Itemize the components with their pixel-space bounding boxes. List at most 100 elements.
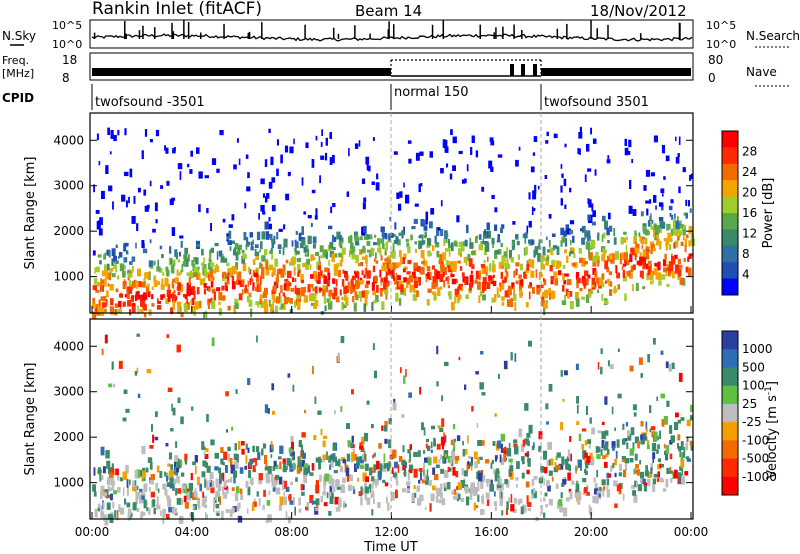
echo-cell [653,135,658,143]
echo-cell [480,509,485,515]
echo-cell [145,467,149,473]
echo-cell [604,260,609,270]
echo-cell [361,441,364,447]
echo-cell [601,234,604,242]
echo-cell [436,490,441,496]
echo-cell [443,470,449,478]
echo-cell [622,276,627,282]
echo-cell [323,435,328,439]
echo-cell [479,234,482,240]
echo-cell [311,159,315,168]
echo-cell [570,453,572,462]
echo-cell [196,273,200,280]
echo-cell [639,235,642,242]
echo-cell [360,249,364,254]
echo-cell [470,270,473,275]
echo-cell [639,460,642,465]
echo-cell [213,291,216,301]
echo-cell [626,259,630,266]
echo-cell [366,258,368,267]
freq-unit-label: [MHz] [2,67,34,80]
echo-cell [530,259,535,264]
echo-cell [218,467,222,474]
echo-cell [106,460,111,469]
echo-cell [533,491,537,499]
echo-cell [276,269,280,275]
echo-cell [190,272,194,279]
echo-cell [323,279,328,284]
echo-cell [392,449,397,458]
echo-cell [597,232,600,237]
echo-cell [373,452,376,457]
echo-cell [263,299,268,308]
echo-cell [141,477,144,482]
colorbar-tick-label: 24 [742,165,757,179]
echo-cell [690,404,694,412]
echo-cell [462,277,466,283]
echo-cell [282,246,285,256]
echo-cell [397,464,400,473]
echo-cell [452,261,457,270]
echo-cell [375,484,378,488]
echo-cell [688,200,690,207]
echo-cell [594,270,598,278]
echo-cell [406,488,410,493]
beam-label: Beam 14 [355,2,422,20]
echo-cell [345,274,349,281]
echo-cell [149,180,152,187]
echo-cell [540,505,543,514]
echo-cell [204,479,206,488]
echo-cell [211,262,215,267]
echo-cell [265,518,269,524]
echo-cell [122,471,125,477]
echo-cell [558,499,563,507]
echo-cell [377,238,381,246]
echo-cell [319,175,321,184]
echo-cell [324,473,329,482]
echo-cell [357,271,360,280]
noise-tick-right-top: 10^5 [706,19,736,32]
echo-cell [216,493,221,497]
echo-cell [527,502,532,507]
echo-cell [270,441,273,449]
echo-cell [216,168,220,173]
echo-cell [427,250,431,257]
echo-cell [167,475,170,481]
echo-cell [511,282,515,289]
echo-cell [647,478,651,487]
echo-cell [300,273,304,282]
echo-cell [290,481,293,486]
echo-cell [521,472,525,479]
echo-cell [417,450,421,457]
echo-cell [283,491,285,498]
echo-cell [645,428,648,432]
echo-cell [619,463,622,472]
echo-cell [499,498,503,506]
echo-cell [241,441,245,446]
echo-cell [115,264,117,273]
echo-cell [285,296,290,302]
echo-cell [351,452,355,462]
echo-cell [336,486,341,490]
echo-cell [540,466,544,472]
echo-cell [98,228,103,236]
echo-cell [365,267,368,276]
echo-cell [413,218,418,224]
echo-cell [103,278,107,287]
echo-cell [315,135,318,141]
echo-cell [402,488,406,493]
echo-cell [147,457,153,463]
echo-cell [447,276,450,285]
echo-cell [141,301,146,308]
echo-cell [294,278,297,283]
echo-cell [334,456,337,462]
echo-cell [298,497,301,506]
echo-cell [315,286,318,295]
echo-cell [500,491,503,498]
echo-cell [137,187,141,193]
echo-cell [611,253,614,262]
echo-cell [391,467,394,474]
echo-cell [365,156,370,165]
echo-cell [285,486,290,492]
echo-cell [398,456,403,462]
